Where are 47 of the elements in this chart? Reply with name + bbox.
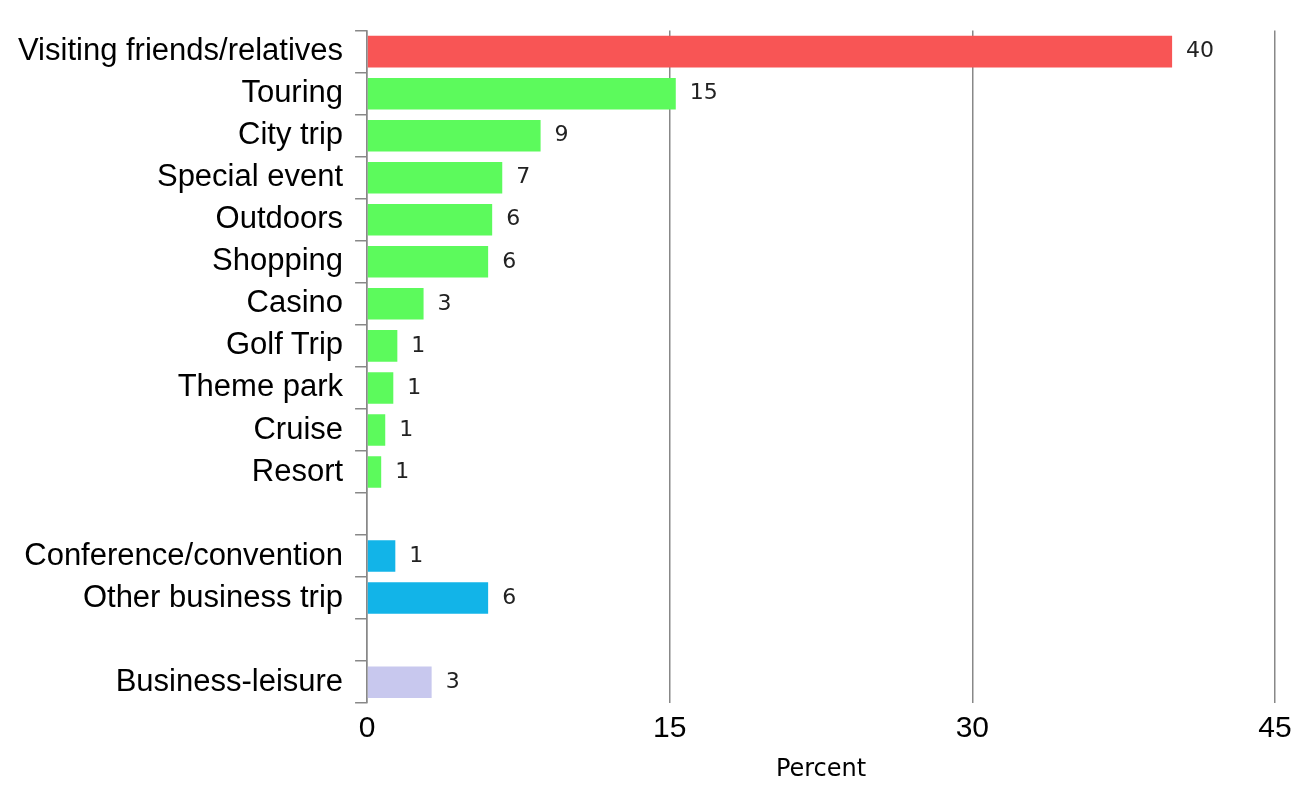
bar — [367, 456, 382, 488]
y-tick-label: Visiting friends/relatives — [18, 32, 344, 68]
bar — [367, 414, 386, 446]
data-label: 1 — [407, 373, 422, 399]
y-tick-label: Business-leisure — [115, 662, 344, 698]
bar — [367, 330, 398, 362]
bar — [367, 35, 1173, 68]
x-tick-label: 45 — [1258, 710, 1292, 744]
x-axis-title: Percent — [775, 753, 867, 782]
bar — [367, 666, 432, 698]
data-label: 6 — [502, 583, 517, 609]
data-label: 1 — [409, 541, 424, 567]
bar — [367, 540, 396, 572]
x-tick-label: 0 — [358, 710, 376, 744]
bar — [367, 582, 489, 614]
data-label: 3 — [437, 289, 452, 315]
bar — [367, 204, 493, 236]
y-tick-label: Touring — [241, 74, 344, 110]
y-tick-label: Casino — [246, 284, 344, 320]
bar — [367, 119, 541, 152]
data-label: 1 — [399, 415, 414, 441]
y-tick-label: Special event — [156, 158, 344, 194]
data-label: 6 — [502, 247, 517, 273]
data-label: 15 — [689, 79, 718, 105]
y-tick-label: Theme park — [177, 368, 344, 404]
data-label: 40 — [1186, 37, 1215, 63]
y-tick-label: Golf Trip — [225, 326, 344, 362]
data-label: 7 — [516, 163, 531, 189]
data-label: 6 — [506, 205, 521, 231]
y-tick-label: Cruise — [253, 410, 344, 446]
data-label: 1 — [395, 457, 410, 483]
y-tick-label: City trip — [238, 116, 344, 152]
y-tick-label: Outdoors — [215, 200, 344, 236]
bar — [367, 77, 676, 110]
y-tick-label: Resort — [251, 452, 344, 488]
bar — [367, 161, 503, 194]
bar — [367, 246, 489, 278]
data-label: 9 — [554, 121, 569, 147]
x-tick-label: 30 — [955, 710, 990, 744]
y-tick-label: Conference/convention — [24, 536, 344, 572]
bar — [367, 288, 424, 320]
bar — [367, 372, 394, 404]
data-label: 3 — [445, 667, 460, 693]
y-tick-label: Other business trip — [82, 578, 344, 614]
data-label: 1 — [411, 331, 426, 357]
y-tick-label: Shopping — [212, 242, 344, 278]
x-tick-label: 15 — [653, 710, 687, 744]
